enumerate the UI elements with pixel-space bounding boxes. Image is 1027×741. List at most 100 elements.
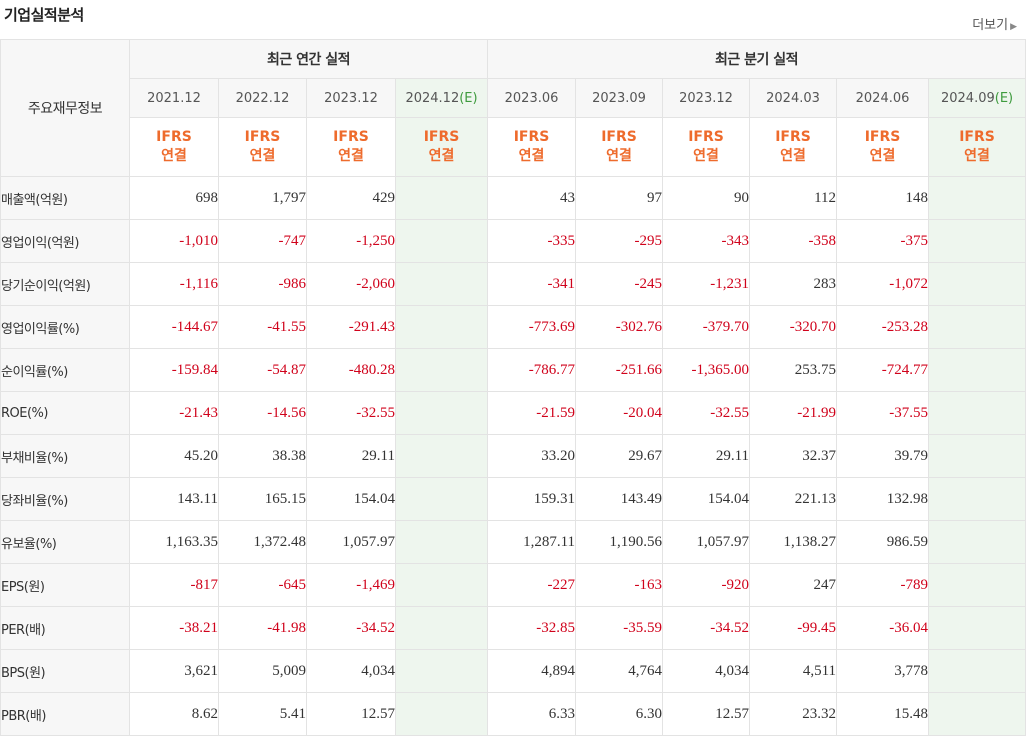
table-cell: 698: [129, 176, 219, 220]
table-cell: [394, 391, 489, 435]
ifrs-badge: IFRS 연결: [129, 117, 219, 177]
table-cell: [928, 692, 1027, 736]
table-cell: 32.37: [749, 434, 838, 478]
row-label: 당좌비율(%): [0, 477, 130, 521]
table-cell: -41.98: [218, 606, 307, 650]
row-label: 매출액(억원): [0, 176, 130, 220]
table-cell: -41.55: [218, 305, 307, 349]
table-cell: -32.55: [306, 391, 396, 435]
table-cell: [928, 606, 1027, 650]
period-header: 2023.09: [575, 78, 664, 118]
table-cell: [394, 176, 489, 220]
row-label: ROE(%): [0, 391, 130, 435]
table-cell: [928, 563, 1027, 607]
table-cell: -320.70: [749, 305, 838, 349]
table-cell: 8.62: [129, 692, 219, 736]
table-cell: 4,764: [575, 649, 664, 693]
table-cell: [928, 305, 1027, 349]
table-cell: [928, 176, 1027, 220]
table-cell: 97: [575, 176, 664, 220]
ifrs-label: IFRS: [333, 129, 369, 145]
table-cell: 29.11: [306, 434, 396, 478]
table-cell: -253.28: [836, 305, 930, 349]
table-cell: -36.04: [836, 606, 930, 650]
table-cell: 33.20: [487, 434, 577, 478]
table-cell: 29.11: [662, 434, 751, 478]
ifrs-badge: IFRS 연결: [836, 117, 930, 177]
ifrs-label: IFRS: [959, 129, 995, 145]
table-cell: 4,034: [662, 649, 751, 693]
table-cell: -245: [575, 262, 664, 306]
ifrs-badge: IFRS 연결: [218, 117, 307, 177]
table-cell: -38.21: [129, 606, 219, 650]
row-label: 영업이익률(%): [0, 305, 130, 349]
table-cell: -99.45: [749, 606, 838, 650]
table-cell: 148: [836, 176, 930, 220]
table-cell: 1,372.48: [218, 520, 307, 564]
period-header: 2024.12(E): [394, 78, 489, 118]
row-label: 부채비율(%): [0, 434, 130, 478]
ifrs-badge: IFRS 연결: [749, 117, 838, 177]
table-cell: [928, 649, 1027, 693]
table-cell: -773.69: [487, 305, 577, 349]
row-label: EPS(원): [0, 563, 130, 607]
more-link[interactable]: 더보기 ▶: [972, 14, 1017, 33]
section-title: 기업실적분석: [4, 6, 84, 24]
table-cell: -34.52: [662, 606, 751, 650]
table-row: 영업이익(억원) -1,010 -747 -1,250 -335 -295 -343 -358…: [0, 219, 1027, 263]
table-cell: -1,116: [129, 262, 219, 306]
table-cell: 4,511: [749, 649, 838, 693]
table-cell: -32.85: [487, 606, 577, 650]
table-cell: -1,231: [662, 262, 751, 306]
table-cell: -37.55: [836, 391, 930, 435]
table-cell: -786.77: [487, 348, 577, 392]
ifrs-label: IFRS: [513, 129, 550, 145]
table-cell: -1,072: [836, 262, 930, 306]
table-cell: -724.77: [836, 348, 930, 392]
table-row: 순이익률(%) -159.84 -54.87 -480.28 -786.77 -251.6…: [0, 348, 1027, 392]
consolidated-label: 연결: [780, 148, 806, 164]
table-cell: 247: [749, 563, 838, 607]
table-cell: 6.33: [487, 692, 577, 736]
ifrs-badge: IFRS 연결: [487, 117, 577, 177]
table-cell: -1,365.00: [662, 348, 751, 392]
table-row: 부채비율(%) 45.20 38.38 29.11 33.20 29.67 29.11 32.…: [0, 434, 1027, 478]
period-label: 2024.09: [940, 90, 995, 106]
table-row: BPS(원) 3,621 5,009 4,034 4,894 4,764 4,034 4,51…: [0, 649, 1027, 693]
table-cell: 986.59: [836, 520, 930, 564]
table-cell: 1,797: [218, 176, 307, 220]
table-cell: -295: [575, 219, 664, 263]
period-header: 2023.06: [487, 78, 577, 118]
period-label: 2023.09: [592, 90, 646, 106]
table-cell: -251.66: [575, 348, 664, 392]
table-cell: [928, 391, 1027, 435]
table-cell: [928, 348, 1027, 392]
table-cell: 1,190.56: [575, 520, 664, 564]
consolidated-label: 연결: [693, 148, 719, 164]
table-cell: 1,057.97: [306, 520, 396, 564]
period-label: 2023.06: [504, 90, 559, 106]
table-cell: -21.43: [129, 391, 219, 435]
table-cell: [394, 477, 489, 521]
table-cell: 4,894: [487, 649, 577, 693]
consolidated-label: 연결: [249, 148, 276, 164]
table-cell: 154.04: [662, 477, 751, 521]
period-header: 2021.12: [129, 78, 219, 118]
ifrs-badge: IFRS 연결: [575, 117, 664, 177]
corner-header: 주요재무정보: [0, 39, 130, 177]
table-cell: [394, 305, 489, 349]
table-cell: 45.20: [129, 434, 219, 478]
ifrs-label: IFRS: [775, 129, 811, 145]
consolidated-label: 연결: [606, 148, 632, 164]
table-row: EPS(원) -817 -645 -1,469 -227 -163 -920 247 -789: [0, 563, 1027, 607]
table-cell: [394, 219, 489, 263]
table-cell: -747: [218, 219, 307, 263]
row-label: PER(배): [0, 606, 130, 650]
period-label: 2024.06: [855, 90, 910, 106]
table-cell: -32.55: [662, 391, 751, 435]
table-cell: -335: [487, 219, 577, 263]
period-label: 2021.12: [147, 90, 201, 106]
estimate-mark: (E): [459, 90, 478, 106]
period-header: 2024.09(E): [928, 78, 1027, 118]
consolidated-label: 연결: [428, 148, 455, 164]
